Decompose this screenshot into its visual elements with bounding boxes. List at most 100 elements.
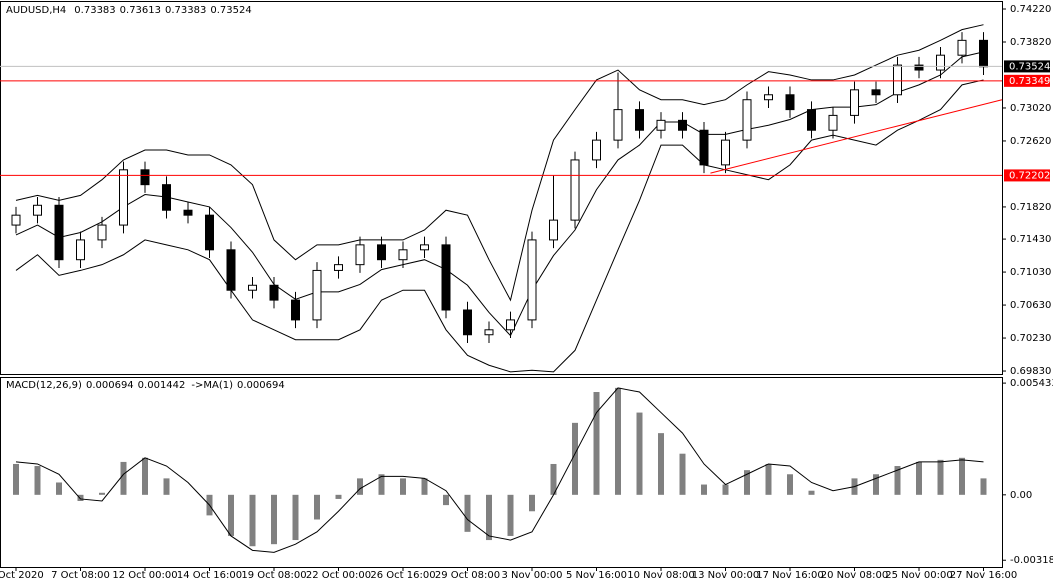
bollinger-band xyxy=(15,24,984,302)
candle-body xyxy=(312,269,322,321)
macd-bar xyxy=(357,478,363,495)
macd-bar xyxy=(550,463,557,495)
candle-body xyxy=(506,319,515,331)
x-tick-label: 26 Oct 16:00 xyxy=(370,570,435,581)
y-tick-label: 0.69830 xyxy=(1010,366,1051,377)
macd-bar xyxy=(980,478,987,495)
macd-bar xyxy=(744,470,750,495)
y-tick-label: 0.70630 xyxy=(1010,300,1051,311)
candle-body xyxy=(914,64,924,71)
ohlc-value: 0.73383 xyxy=(165,5,206,16)
y-tick-label: 0.71030 xyxy=(1010,267,1051,278)
x-tick-label: 22 Oct 00:00 xyxy=(306,570,371,581)
macd-bar xyxy=(400,478,406,495)
candle-body xyxy=(936,54,945,71)
macd-bar xyxy=(464,494,471,532)
macd-bar xyxy=(529,494,535,512)
macd-bar xyxy=(765,463,772,495)
candle-body xyxy=(807,109,816,131)
x-tick-label: 17 Nov 16:00 xyxy=(756,570,823,581)
macd-bar xyxy=(486,494,492,541)
macd-bar xyxy=(937,459,944,495)
macd-bar xyxy=(916,461,922,495)
trend-line xyxy=(710,99,1003,174)
signal-line xyxy=(15,387,984,553)
candle-body xyxy=(420,244,429,251)
candle-body xyxy=(613,109,623,141)
macd-bar xyxy=(959,457,965,495)
x-tick-label: 7 Oct 08:00 xyxy=(51,570,110,581)
bollinger-band xyxy=(15,51,984,337)
candle-body xyxy=(248,284,257,291)
macd-bar xyxy=(271,494,277,545)
candle-body xyxy=(33,204,42,216)
candle-body xyxy=(785,94,795,111)
candle-body xyxy=(957,39,967,56)
price-header: AUDUSD,H4 0.73383 0.73613 0.73383 0.73524 xyxy=(6,5,252,16)
candle-body xyxy=(484,329,494,336)
candle-body xyxy=(527,239,537,321)
macd-bar xyxy=(701,484,707,495)
macd-bar xyxy=(615,387,621,495)
candle-body xyxy=(205,214,214,251)
macd-bar xyxy=(34,466,41,495)
main-panel xyxy=(0,1,1003,375)
candle-body xyxy=(54,204,64,261)
candle-body xyxy=(871,89,881,96)
y-tick-label: 0.00 xyxy=(1010,490,1032,501)
level-label: 0.73349 xyxy=(1009,76,1050,87)
x-tick-label: 10 Nov 08:00 xyxy=(627,570,694,581)
x-tick-label: 13 Nov 00:00 xyxy=(692,570,759,581)
macd-bar xyxy=(13,463,19,495)
y-tick-label: -0.003181 xyxy=(1010,555,1053,566)
level-box xyxy=(1004,74,1050,87)
candle-body xyxy=(355,244,365,266)
macd-bar xyxy=(77,494,84,501)
macd-panel xyxy=(0,377,1003,568)
x-tick-label: 25 Nov 00:00 xyxy=(885,570,952,581)
y-tick-label: 0.70230 xyxy=(1010,333,1051,344)
candle-body xyxy=(635,109,644,131)
macd-bar xyxy=(249,494,256,547)
candle-body xyxy=(699,129,709,166)
y-tick-label: 0.73820 xyxy=(1010,37,1051,48)
macd-bar xyxy=(722,484,729,495)
candle-body xyxy=(592,139,601,161)
candle-body xyxy=(549,219,558,241)
macd-bar xyxy=(679,453,686,495)
current-price-box xyxy=(1004,60,1050,73)
x-tick-label: 27 Nov 16:00 xyxy=(950,570,1017,581)
macd-bar xyxy=(163,478,170,495)
candle-body xyxy=(721,139,730,166)
candle-body xyxy=(742,99,752,141)
symbol: AUDUSD,H4 xyxy=(6,5,66,16)
candle-body xyxy=(291,299,300,321)
macd-bar xyxy=(636,412,643,495)
macd-bar xyxy=(99,492,105,495)
candle-body xyxy=(377,244,386,261)
candle-body xyxy=(334,264,343,271)
candle-body xyxy=(140,169,150,186)
y-tick-label: 0.71820 xyxy=(1010,202,1051,213)
macd-bar xyxy=(658,433,664,495)
macd-bar xyxy=(142,457,148,495)
x-tick-label: 2 Oct 2020 xyxy=(0,570,44,581)
signal-value: 0.000694 xyxy=(237,380,285,391)
y-tick-label: 0.73020 xyxy=(1010,103,1051,114)
macd-bar xyxy=(593,392,600,495)
macd-bar xyxy=(443,494,449,506)
macd-bar xyxy=(894,466,901,495)
candle-body xyxy=(656,119,666,131)
candle-body xyxy=(226,249,236,291)
current-price-label: 0.73524 xyxy=(1009,61,1050,72)
macd-title: MACD(12,26,9) xyxy=(6,380,82,391)
macd-bar xyxy=(873,474,879,495)
ohlc-value: 0.73613 xyxy=(120,5,161,16)
macd-bar xyxy=(572,422,578,495)
x-tick-label: 20 Nov 08:00 xyxy=(821,570,888,581)
y-tick-label: 0.005433 xyxy=(1010,378,1053,389)
macd-bar xyxy=(378,474,385,495)
macd-bar xyxy=(56,482,62,495)
candle-body xyxy=(97,224,107,241)
